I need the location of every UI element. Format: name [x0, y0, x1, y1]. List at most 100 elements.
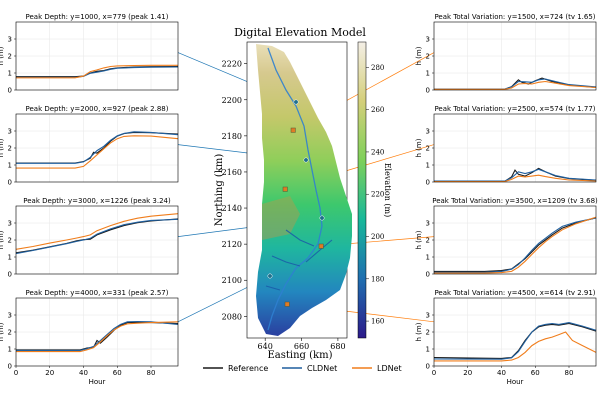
series-line-ldnet [16, 321, 179, 353]
x-tick-label: 40 [79, 369, 88, 377]
y-tick-label: 2 [8, 237, 12, 245]
y-tick-label: 3 [8, 220, 12, 228]
y-tick-label: 1 [8, 346, 12, 354]
line-panel: Peak Total Variation: y=3500, x=1209 (tv… [415, 197, 598, 279]
y-tick-label: 0 [426, 87, 430, 95]
map-ylabel: Northing (km) [214, 154, 225, 227]
x-tick-label: 60 [531, 369, 540, 377]
legend-label: CLDNet [307, 364, 337, 373]
x-tick-label: 80 [565, 369, 574, 377]
colorbar-label: Elevation (m) [383, 163, 392, 218]
y-tick-label: 0 [8, 363, 12, 371]
y-tick-label: 2 [426, 329, 430, 337]
series-line-reference [16, 321, 179, 351]
line-panel: Peak Depth: y=2000, x=927 (peak 2.88) 0 1 2… [0, 105, 179, 187]
x-tick-label: 20 [45, 369, 54, 377]
variation-point-marker [290, 127, 296, 133]
legend: Reference CLDNet LDNet [203, 364, 402, 373]
y-axis-label: h (m) [415, 322, 423, 341]
series-line-cldnet [15, 218, 179, 255]
colorbar-tick-label: 180 [371, 275, 384, 283]
y-tick-label: 1 [8, 162, 12, 170]
y-axis-label: h (m) [415, 230, 423, 249]
river-tributaries [265, 229, 333, 291]
series-line-cldnet [16, 66, 179, 78]
y-tick-label: 3 [426, 312, 430, 320]
y-tick-label: 1 [426, 162, 430, 170]
panel-frame [433, 113, 597, 183]
line-panel: Peak Total Variation: y=1500, x=724 (tv … [415, 13, 597, 95]
y-tick-label: 2 [426, 145, 430, 153]
depth-point-marker [267, 273, 273, 279]
y-tick-label: 2 [426, 53, 430, 61]
x-tick-label: 0 [432, 369, 436, 377]
y-tick-label: 3 [8, 312, 12, 320]
panel-title: Peak Total Variation: y=3500, x=1209 (tv… [432, 197, 598, 205]
series-line-cldnet [434, 78, 597, 90]
watershed-elevation [256, 44, 352, 336]
y-axis-label: h (m) [0, 138, 5, 157]
map-y-tick-label: 2160 [222, 168, 242, 177]
panel-frame [15, 205, 179, 275]
map-y-tick-label: 2120 [222, 240, 242, 249]
map-y-tick-label: 2220 [222, 60, 242, 69]
series-line-reference [433, 322, 597, 359]
y-tick-label: 2 [8, 329, 12, 337]
dem-map: Digital Elevation Model 640 660 680 2080 210… [214, 26, 392, 361]
x-tick-label: 40 [497, 369, 506, 377]
y-tick-label: 2 [8, 145, 12, 153]
map-title: Digital Elevation Model [234, 26, 366, 39]
map-y-tick-label: 2100 [222, 276, 242, 285]
colorbar-tick-label: 200 [371, 233, 384, 241]
series-line-cldnet [16, 320, 179, 351]
map-x-tick-label: 680 [330, 342, 345, 351]
panel-title: Peak Depth: y=1000, x=779 (peak 1.41) [26, 13, 169, 21]
series-line-reference [15, 218, 179, 254]
map-x-tick-label: 660 [294, 342, 309, 351]
series-line-ldnet [15, 213, 179, 250]
panel-title: Peak Total Variation: y=4500, x=614 (tv … [434, 289, 595, 297]
line-panel: Peak Total Variation: y=2500, x=574 (tv … [415, 105, 597, 187]
y-tick-label: 1 [426, 254, 430, 262]
map-y-tick-label: 2140 [222, 204, 242, 213]
y-axis-label: h (m) [0, 322, 5, 341]
panel-title: Peak Total Variation: y=1500, x=724 (tv … [434, 13, 595, 21]
colorbar-tick-label: 280 [371, 64, 384, 72]
series-line-ldnet [434, 80, 597, 90]
series-line-ldnet [16, 135, 179, 169]
y-tick-label: 2 [8, 53, 12, 61]
legend-label: LDNet [377, 364, 402, 373]
variation-point-marker [282, 186, 288, 192]
x-tick-label: 60 [113, 369, 122, 377]
series-line-ldnet [434, 216, 597, 274]
map-y-tick-label: 2080 [222, 312, 242, 321]
panel-frame [433, 205, 597, 275]
y-tick-label: 1 [426, 346, 430, 354]
y-axis-label: h (m) [0, 46, 5, 65]
colorbar-tick-label: 240 [371, 148, 384, 156]
depth-point-marker [319, 215, 325, 221]
map-y-tick-label: 2180 [222, 132, 242, 141]
y-axis-label: h (m) [0, 230, 5, 249]
series-line-ldnet [434, 174, 597, 183]
colorbar-tick-label: 160 [371, 318, 384, 326]
elevation-colorbar [357, 41, 367, 339]
y-tick-label: 3 [8, 36, 12, 44]
main-river-channel [267, 47, 323, 331]
colorbar-tick-label: 260 [371, 106, 384, 114]
legend-label: Reference [228, 364, 268, 373]
line-panel: Peak Depth: y=3000, x=1226 (peak 3.24) 0 1… [0, 197, 179, 279]
line-panel: Peak Depth: y=1000, x=779 (peak 1.41) 0 1 2… [0, 13, 179, 95]
y-tick-label: 0 [8, 179, 12, 187]
panel-title: Peak Total Variation: y=2500, x=574 (tv … [434, 105, 595, 113]
line-panel: Peak Depth: y=4000, x=331 (peak 2.57) 0 1 2… [0, 289, 179, 386]
series-line-reference [16, 131, 179, 164]
map-xlabel: Easting (km) [268, 350, 333, 361]
variation-point-marker [284, 301, 290, 307]
y-tick-label: 0 [426, 271, 430, 279]
x-axis-label: Hour [89, 378, 106, 386]
series-line-reference [16, 65, 179, 78]
map-y-tick-label: 2200 [222, 96, 242, 105]
highland-shading [262, 196, 300, 240]
